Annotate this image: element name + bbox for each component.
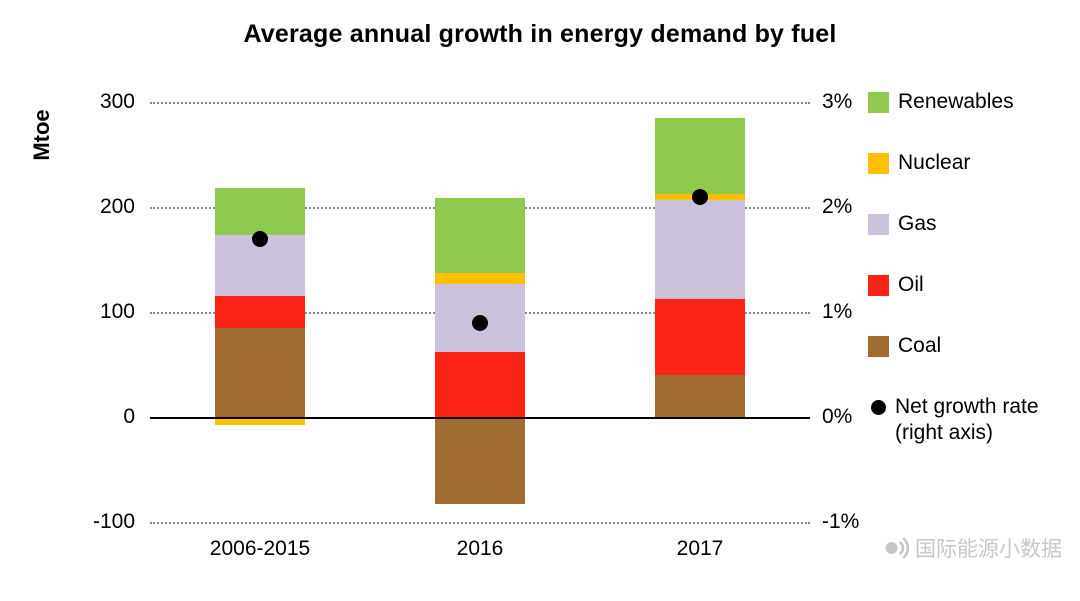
legend-item-gas: Gas bbox=[868, 211, 1080, 237]
legend-label: Gas bbox=[898, 212, 937, 235]
legend: Renewables Nuclear Gas Oil Coal Net growth ra… bbox=[868, 89, 1080, 481]
net-growth-rate-dot bbox=[692, 188, 708, 205]
left-axis-tick: 300 bbox=[99, 90, 135, 113]
chart-title: Average annual growth in energy demand b… bbox=[243, 20, 837, 48]
legend-label: Coal bbox=[898, 334, 942, 357]
gridline bbox=[150, 102, 810, 104]
renewables-swatch bbox=[868, 91, 889, 113]
bar-segment-nuclear bbox=[435, 273, 525, 284]
net-growth-rate-marker bbox=[871, 400, 886, 415]
watermark: 国际能源小数据 bbox=[881, 533, 1062, 563]
bar-segment-renewables bbox=[655, 117, 745, 195]
legend-label: Oil bbox=[898, 273, 924, 296]
coal-swatch bbox=[868, 335, 889, 357]
right-axis-tick: 0% bbox=[822, 405, 853, 428]
bar-segment-coal bbox=[215, 327, 305, 417]
bar-segment-oil bbox=[655, 299, 745, 375]
bar-segment-oil bbox=[435, 351, 525, 417]
legend-item-renewables: Renewables bbox=[868, 89, 1080, 115]
bar-segment-coal bbox=[435, 417, 525, 505]
gridline bbox=[150, 522, 810, 524]
broadcast-icon bbox=[885, 537, 909, 559]
legend-item-coal: Coal bbox=[868, 333, 1080, 359]
bar-segment-renewables bbox=[215, 188, 305, 236]
bar-segment-coal bbox=[655, 375, 745, 417]
left-axis-tick: 200 bbox=[99, 195, 135, 218]
legend-label: Net growth rate (right axis) bbox=[895, 395, 1039, 444]
net-growth-rate-dot bbox=[472, 314, 488, 331]
right-axis-tick: 3% bbox=[822, 90, 853, 113]
oil-swatch bbox=[868, 274, 889, 296]
bar-segment-nuclear bbox=[215, 417, 305, 426]
right-axis-tick: -1% bbox=[822, 510, 860, 533]
plot-area bbox=[150, 102, 810, 524]
zero-axis-line bbox=[150, 417, 810, 419]
left-axis-tick: 100 bbox=[99, 300, 135, 323]
legend-label: Nuclear bbox=[898, 151, 971, 174]
left-axis-tick: 0 bbox=[123, 405, 135, 428]
gas-swatch bbox=[868, 213, 889, 235]
right-axis-tick: 2% bbox=[822, 195, 853, 218]
left-axis-tick: -100 bbox=[92, 510, 135, 533]
left-axis-title: Mtoe bbox=[29, 109, 54, 161]
right-axis-tick: 1% bbox=[822, 300, 853, 323]
bar-segment-gas bbox=[655, 199, 745, 300]
legend-item-nuclear: Nuclear bbox=[868, 150, 1080, 176]
legend-item-net-growth-rate-right-axis: Net growth rate (right axis) bbox=[868, 394, 1080, 446]
legend-item-oil: Oil bbox=[868, 272, 1080, 298]
bar-segment-oil bbox=[215, 296, 305, 328]
x-axis-label: 2017 bbox=[676, 537, 724, 560]
legend-label: Renewables bbox=[898, 90, 1014, 113]
bar-segment-renewables bbox=[435, 197, 525, 274]
nuclear-swatch bbox=[868, 152, 889, 174]
x-axis-label: 2006-2015 bbox=[209, 537, 311, 560]
watermark-text: 国际能源小数据 bbox=[915, 538, 1062, 561]
x-axis-label: 2016 bbox=[456, 537, 504, 560]
net-growth-rate-dot bbox=[252, 230, 268, 247]
